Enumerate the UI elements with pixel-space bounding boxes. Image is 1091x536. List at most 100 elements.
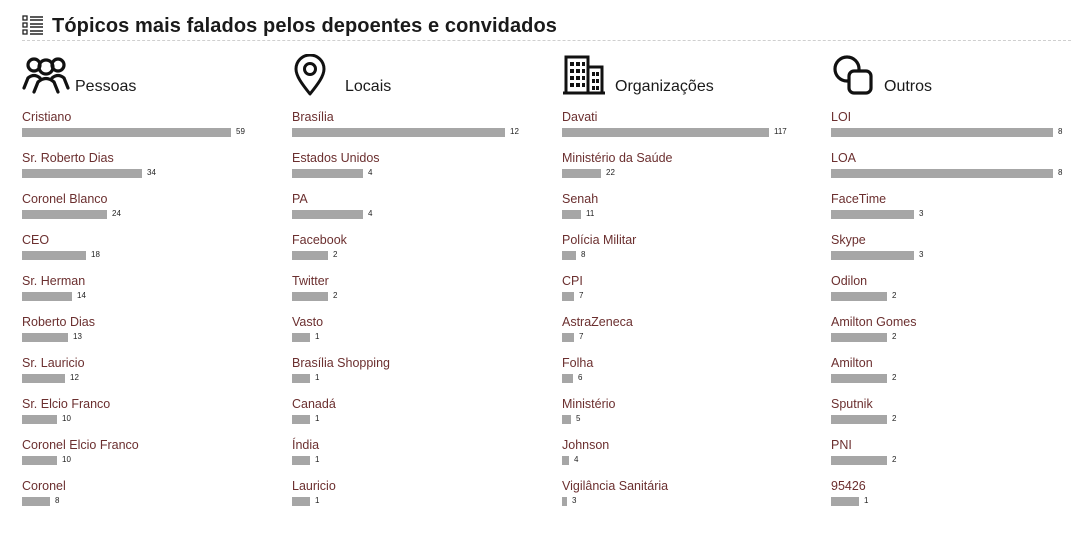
bar-label: AstraZeneca	[562, 315, 633, 329]
bar	[292, 169, 363, 178]
building-icon	[563, 55, 605, 95]
bar-label: Ministério da Saúde	[562, 151, 673, 165]
bar-value-label: 1	[315, 496, 320, 505]
shapes-icon	[833, 55, 873, 95]
bar-label: Sr. Herman	[22, 274, 86, 288]
bar-value-label: 18	[91, 250, 100, 259]
bar-row: LOI 8	[831, 110, 1071, 150]
category-title: Pessoas	[75, 78, 137, 95]
bar-label: Amilton	[831, 356, 873, 370]
category-organizacoes: Organizações Davati 117 Ministério da Saúd…	[562, 52, 802, 506]
bar-label: Amilton Gomes	[831, 315, 917, 329]
bar-row: Índia 1	[292, 438, 532, 478]
bar-value-label: 22	[606, 168, 615, 177]
bar-row: Vasto 1	[292, 315, 532, 355]
bar	[562, 497, 567, 506]
bar	[831, 169, 1053, 178]
bar-value-label: 2	[892, 373, 897, 382]
bar-label: Sr. Roberto Dias	[22, 151, 114, 165]
bar-value-label: 3	[919, 250, 924, 259]
bar-value-label: 8	[581, 250, 586, 259]
bar-label: Senah	[562, 192, 599, 206]
bar	[562, 210, 581, 219]
category-title: Locais	[345, 78, 392, 95]
bar	[562, 456, 569, 465]
bar-label: LOI	[831, 110, 852, 124]
category-pessoas: Pessoas Cristiano 59 Sr. Roberto Dias 34 Cor…	[22, 52, 262, 506]
bar-value-label: 2	[892, 414, 897, 423]
bar	[292, 292, 328, 301]
bar-row: Davati 117	[562, 110, 802, 150]
bar-value-label: 3	[572, 496, 577, 505]
bar-label: Vasto	[292, 315, 324, 329]
bar-label: Coronel Blanco	[22, 192, 108, 206]
bar	[292, 415, 310, 424]
bar-value-label: 8	[1058, 168, 1063, 177]
bar-row: Skype 3	[831, 233, 1071, 273]
bar-value-label: 1	[864, 496, 869, 505]
bar-row: Sr. Roberto Dias 34	[22, 151, 262, 191]
bar-row: Johnson 4	[562, 438, 802, 478]
bar-row: Amilton 2	[831, 356, 1071, 396]
bar-value-label: 34	[147, 168, 156, 177]
bar-label: Roberto Dias	[22, 315, 95, 329]
location-pin-icon	[294, 54, 326, 96]
list-icon	[22, 15, 43, 35]
bar-label: Odilon	[831, 274, 868, 288]
bar-row: Coronel Elcio Franco 10	[22, 438, 262, 478]
bar-row: Lauricio 1	[292, 479, 532, 519]
bar-value-label: 2	[892, 332, 897, 341]
category-outros: Outros LOI 8 LOA 8 FaceTime 3 Skype 3 Odilon 2 Ami…	[831, 52, 1071, 506]
bar	[831, 415, 887, 424]
category-title: Organizações	[615, 78, 714, 95]
bar-row: Amilton Gomes 2	[831, 315, 1071, 355]
bar-row: Sputnik 2	[831, 397, 1071, 437]
bar	[292, 497, 310, 506]
bar-row: Coronel 8	[22, 479, 262, 519]
bar	[292, 128, 505, 137]
people-icon	[22, 57, 70, 94]
bar-row: Vigilância Sanitária 3	[562, 479, 802, 519]
chart-header: Tópicos mais falados pelos depoentes e c…	[22, 12, 1071, 41]
bar-label: Sr. Lauricio	[22, 356, 85, 370]
bar-label: CEO	[22, 233, 50, 247]
bar-label: Índia	[292, 438, 320, 452]
bar-row: Estados Unidos 4	[292, 151, 532, 191]
bar-value-label: 7	[579, 291, 584, 300]
bar-row: AstraZeneca 7	[562, 315, 802, 355]
bar-label: FaceTime	[831, 192, 887, 206]
bar-label: Facebook	[292, 233, 347, 247]
bar	[562, 251, 576, 260]
bar-value-label: 12	[70, 373, 79, 382]
bar-label: Skype	[831, 233, 866, 247]
bar	[831, 210, 914, 219]
bar-value-label: 14	[77, 291, 86, 300]
bar	[22, 169, 142, 178]
bar-label: Folha	[562, 356, 594, 370]
bar	[831, 251, 914, 260]
bar	[22, 210, 107, 219]
bar-row: Brasília Shopping 1	[292, 356, 532, 396]
bar-value-label: 24	[112, 209, 121, 218]
bar	[831, 128, 1053, 137]
bar	[562, 169, 601, 178]
bar-row: Odilon 2	[831, 274, 1071, 314]
bar-row: Twitter 2	[292, 274, 532, 314]
bar	[292, 210, 363, 219]
bar	[22, 292, 72, 301]
bar-value-label: 1	[315, 455, 320, 464]
page-title: Tópicos mais falados pelos depoentes e c…	[52, 15, 558, 37]
bar-value-label: 3	[919, 209, 924, 218]
bar-value-label: 4	[368, 168, 373, 177]
bar-label: Coronel Elcio Franco	[22, 438, 139, 452]
bar-row: Polícia Militar 8	[562, 233, 802, 273]
bar-label: 95426	[831, 479, 866, 493]
bar-value-label: 2	[892, 291, 897, 300]
bar-label: CPI	[562, 274, 583, 288]
bar	[22, 374, 65, 383]
bar	[831, 374, 887, 383]
bar-value-label: 12	[510, 127, 519, 136]
bar	[562, 333, 574, 342]
bar-label: Sr. Elcio Franco	[22, 397, 111, 411]
bar-label: Johnson	[562, 438, 610, 452]
